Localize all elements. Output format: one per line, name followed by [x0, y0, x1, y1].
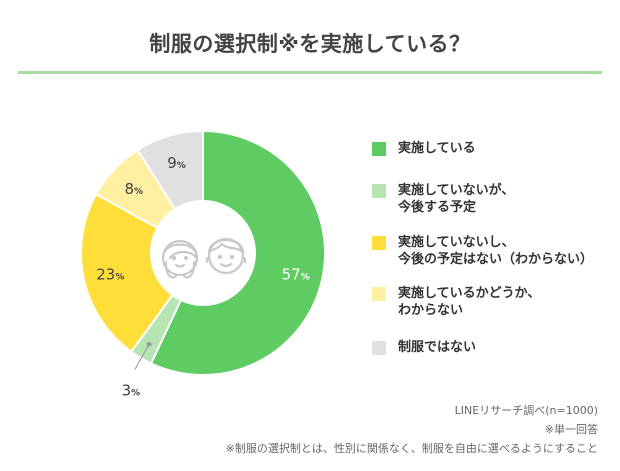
slice-label-unknown: 8%	[124, 180, 143, 198]
donut-hole	[151, 201, 255, 305]
legend-label-line: 実施していないが、	[398, 183, 515, 198]
slice-label-not-planned: 23%	[96, 266, 124, 284]
legend-item-implemented: 実施している	[372, 140, 476, 157]
legend-item-unknown: 実施しているかどうか、 わからない	[372, 285, 540, 319]
legend-label-line: 実施しているかどうか、	[398, 286, 541, 301]
slice-labels: 57% 3% 23% 8% 9%	[96, 154, 310, 400]
slice-label-no-uniform: 9%	[167, 154, 186, 172]
legend-swatch	[372, 341, 386, 355]
legend-label-line: 実施している	[398, 141, 476, 156]
legend-item-planned: 実施していないが、 今後する予定	[372, 182, 514, 216]
definition-note: ※制服の選択制とは、性別に関係なく、制服を自由に選べるようにすること	[225, 442, 598, 455]
source-note: LINEリサーチ調べ(n=1000)	[454, 404, 598, 417]
faces-icon	[161, 237, 247, 279]
legend-swatch	[372, 236, 386, 250]
single-answer-note: ※単一回答	[544, 423, 598, 436]
legend-label-line: 制服ではない	[398, 340, 477, 355]
chart-title: 制服の選択制※を実施している？	[149, 32, 471, 56]
legend-item-not-planned: 実施していないし、今後の予定はない（わからない）	[372, 234, 593, 268]
leader-dot	[146, 341, 152, 347]
legend-swatch	[372, 287, 386, 301]
legend-swatch	[372, 184, 386, 198]
legend-label-line: 今後する予定	[398, 200, 477, 215]
title-underline	[18, 71, 602, 74]
slice-label-implemented: 57%	[282, 266, 310, 284]
legend-label-line: 今後の予定はない（わからない）	[398, 252, 594, 267]
leader-line	[134, 343, 150, 370]
legend-item-no-uniform: 制服ではない	[372, 339, 476, 356]
legend-swatch	[372, 142, 386, 156]
legend-label-line: わからない	[398, 303, 464, 318]
slice-label-planned: 3%	[122, 381, 141, 399]
legend-label-line: 実施していないし、	[398, 235, 515, 250]
